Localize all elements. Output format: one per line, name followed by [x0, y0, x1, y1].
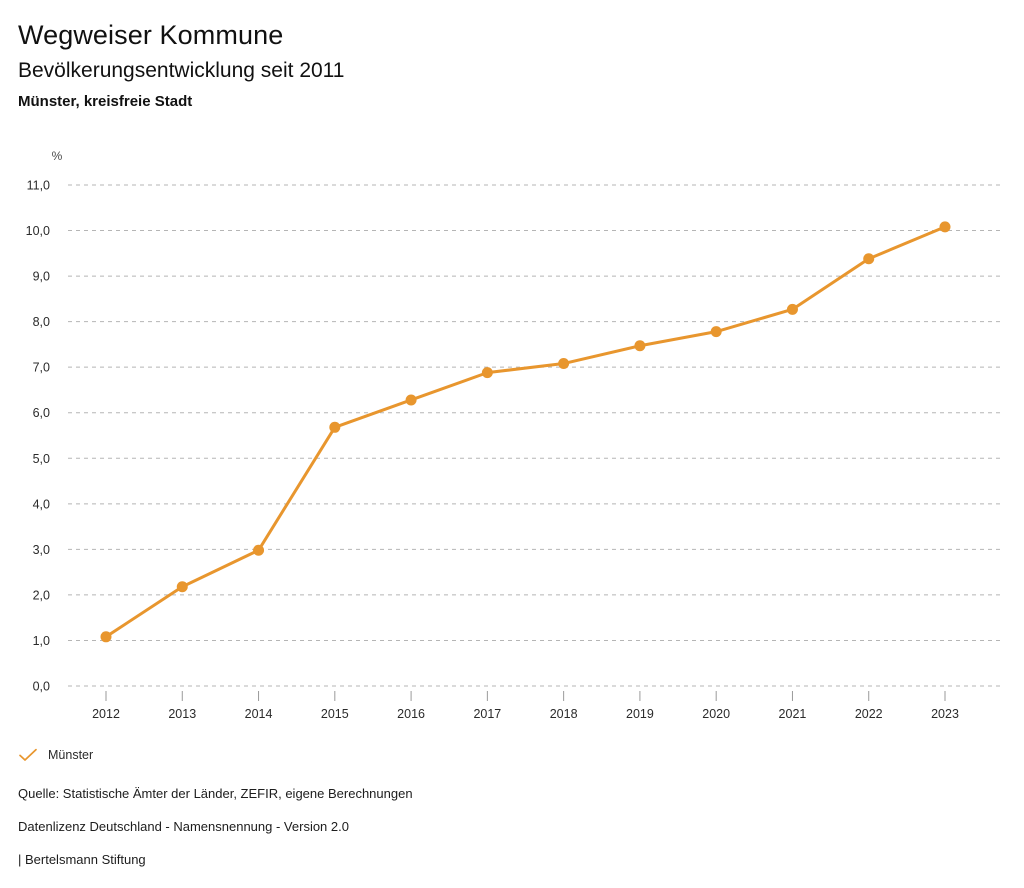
y-axis-tick-label: 8,0	[33, 315, 50, 329]
data-point[interactable]	[481, 367, 493, 379]
chart-legend: Münster	[18, 745, 93, 765]
data-point[interactable]	[100, 631, 112, 643]
data-point[interactable]	[329, 421, 341, 433]
y-axis-tick-label: 0,0	[33, 680, 50, 694]
page-title: Wegweiser Kommune	[18, 20, 284, 50]
data-point[interactable]	[939, 221, 951, 233]
y-axis-tick-label: 1,0	[33, 634, 50, 648]
series-line-paths	[104, 225, 947, 639]
legend-item-label[interactable]: Münster	[48, 748, 94, 762]
y-axis-unit-label: %	[52, 149, 63, 163]
footer-source: Quelle: Statistische Ämter der Länder, Z…	[18, 786, 413, 801]
chart-footer: Quelle: Statistische Ämter der Länder, Z…	[18, 785, 978, 869]
page-header: Wegweiser Kommune Bevölkerungsentwicklun…	[18, 18, 998, 112]
data-point[interactable]	[253, 544, 265, 556]
y-axis-tick-label: 7,0	[33, 361, 50, 375]
footer-license: Datenlizenz Deutschland - Namensnennung …	[18, 819, 349, 834]
series-line	[104, 225, 947, 639]
x-axis-tick-label: 2023	[931, 707, 959, 721]
x-axis-tick-label: 2020	[702, 707, 730, 721]
series-data-points	[100, 221, 951, 643]
x-axis-tick-label: 2015	[321, 707, 349, 721]
check-icon[interactable]	[18, 748, 38, 762]
data-point[interactable]	[863, 253, 875, 265]
data-point[interactable]	[176, 581, 188, 593]
data-point[interactable]	[786, 303, 798, 315]
page-subtitle: Bevölkerungsentwicklung seit 2011	[18, 59, 345, 82]
x-axis-tick-label: 2018	[550, 707, 578, 721]
y-axis-tick-label: 6,0	[33, 406, 50, 420]
x-axis-tick-label: 2022	[855, 707, 883, 721]
x-axis-tick-labels: 2012 2013 2014 2015 2016 2017 2018 2019 2020 2021…	[92, 707, 959, 721]
y-axis-tick-label: 10,0	[26, 224, 50, 238]
grid-lines	[68, 184, 1004, 687]
x-axis-tick-label: 2014	[245, 707, 273, 721]
data-point[interactable]	[710, 326, 722, 338]
x-axis-tick-label: 2012	[92, 707, 120, 721]
y-axis-tick-label: 3,0	[33, 543, 50, 557]
chart-canvas: % 0,0 1,0 2,0 3,0 4,0 5,0 6,0 7,0 8,0 9,0 10,0 11,0…	[26, 149, 1004, 721]
y-axis-tick-label: 9,0	[33, 270, 50, 284]
data-point[interactable]	[558, 358, 570, 370]
x-axis-tick-marks	[105, 691, 946, 701]
y-axis-tick-label: 11,0	[27, 179, 50, 193]
x-axis-tick-label: 2019	[626, 707, 654, 721]
y-axis-tick-labels: 0,0 1,0 2,0 3,0 4,0 5,0 6,0 7,0 8,0 9,0 10,0 11,0	[26, 179, 50, 694]
x-axis-tick-label: 2013	[168, 707, 196, 721]
y-axis-tick-label: 4,0	[33, 497, 50, 511]
check-icon-glyph	[19, 748, 37, 761]
region-label: Münster, kreisfreie Stadt	[18, 93, 193, 110]
data-point[interactable]	[405, 394, 417, 406]
data-point[interactable]	[634, 340, 646, 352]
x-axis-tick-label: 2016	[397, 707, 425, 721]
y-axis-tick-label: 5,0	[33, 452, 50, 466]
x-axis-tick-label: 2021	[779, 707, 807, 721]
x-axis-tick-label: 2017	[473, 707, 501, 721]
y-axis-tick-label: 2,0	[33, 588, 50, 602]
line-chart: % 0,0 1,0 2,0 3,0 4,0 5,0 6,0 7,0 8,0 9,0 10,0 11,0…	[0, 140, 1024, 740]
footer-publisher: | Bertelsmann Stiftung	[18, 852, 146, 867]
